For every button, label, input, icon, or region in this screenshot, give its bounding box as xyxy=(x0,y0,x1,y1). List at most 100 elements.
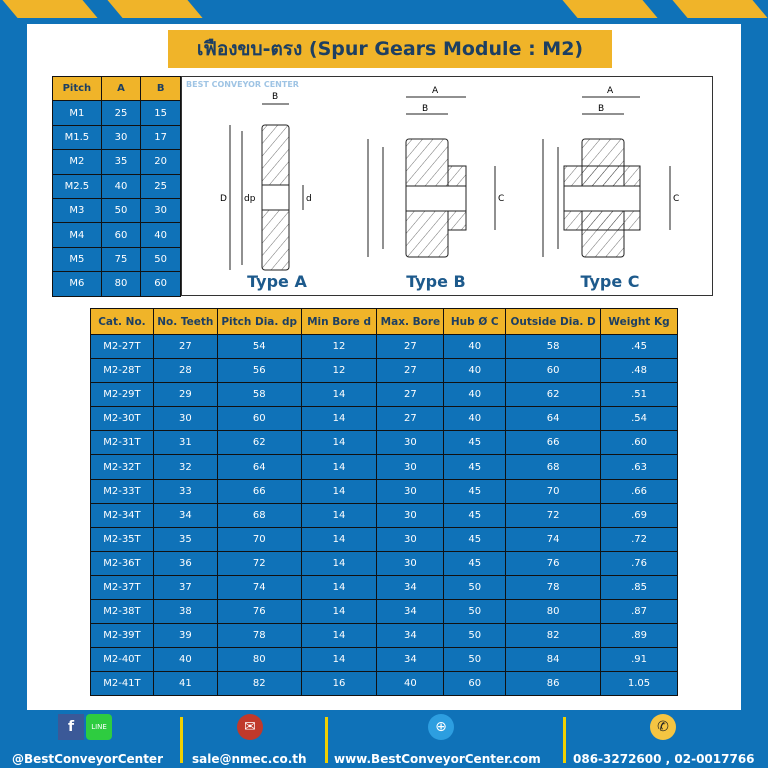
table-row: M2-34T 34 68 14 30 45 72.69 xyxy=(90,502,678,528)
table-cell: M2-38T xyxy=(90,599,154,625)
table-cell: 14 xyxy=(300,502,378,528)
table-cell: 62 xyxy=(216,430,302,456)
label-c: C xyxy=(673,194,679,204)
table-cell: 20 xyxy=(140,149,181,175)
table-cell: 45 xyxy=(443,478,507,504)
table-cell: M2-34T xyxy=(90,502,154,528)
table-row: M4 60 40 xyxy=(52,222,181,248)
divider xyxy=(563,717,566,763)
table-cell: M2-27T xyxy=(90,333,154,360)
table-cell: M2-29T xyxy=(90,382,154,408)
table-cell: 45 xyxy=(443,550,507,576)
table-row: M2-30T 30 60 14 27 40 64.54 xyxy=(90,406,678,432)
table-cell: 50 xyxy=(140,246,181,273)
email-link[interactable]: sale@nmec.co.th xyxy=(192,752,307,766)
decor-stripe xyxy=(672,0,768,18)
table-cell: 82 xyxy=(505,623,602,649)
watermark: BEST CONVEYOR CENTER xyxy=(186,80,299,89)
decor-stripe xyxy=(562,0,658,18)
table-cell: 14 xyxy=(300,526,378,552)
table-cell: 34 xyxy=(376,574,445,601)
table-cell: 15 xyxy=(140,100,181,126)
column-header: Cat. No. xyxy=(90,308,154,335)
table-row: M2-38T 38 76 14 34 50 80.87 xyxy=(90,599,678,625)
table-row: M1.5 30 17 xyxy=(52,124,181,151)
table-cell: 60 xyxy=(140,271,181,297)
gear-diagrams: BEST CONVEYOR CENTER B D dp d Type A A B… xyxy=(181,76,713,296)
table-cell: 60 xyxy=(505,358,602,384)
table-row: M5 75 50 xyxy=(52,246,181,273)
table-cell: 72 xyxy=(505,502,602,528)
table-cell: 62 xyxy=(505,382,602,408)
table-cell: .45 xyxy=(600,333,678,360)
table-cell: 14 xyxy=(300,599,378,625)
label-dp: dp xyxy=(244,194,256,204)
table-cell: 34 xyxy=(376,623,445,649)
table-cell: 12 xyxy=(300,333,378,360)
label-a: A xyxy=(607,86,614,96)
table-cell: M2.5 xyxy=(52,173,102,199)
label-b: B xyxy=(422,104,428,114)
table-cell: M2-30T xyxy=(90,406,154,432)
table-cell: 50 xyxy=(100,197,142,224)
table-cell: 74 xyxy=(216,574,302,601)
table-row: M1 25 15 xyxy=(52,100,181,126)
table-cell: 66 xyxy=(216,478,302,504)
table-cell: .89 xyxy=(600,623,678,649)
table-cell: .76 xyxy=(600,550,678,576)
table-cell: 27 xyxy=(376,382,445,408)
table-row: M2-40T 40 80 14 34 50 84.91 xyxy=(90,647,678,673)
table-cell: 58 xyxy=(216,382,302,408)
table-cell: 34 xyxy=(376,647,445,673)
table-cell: 14 xyxy=(300,647,378,673)
globe-icon[interactable]: ⊕ xyxy=(428,714,454,740)
phone-icon[interactable]: ✆ xyxy=(650,714,676,740)
table-cell: 16 xyxy=(300,671,378,697)
table-cell: M2-32T xyxy=(90,454,154,480)
table-cell: 14 xyxy=(300,623,378,649)
table-row: M2-35T 35 70 14 30 45 74.72 xyxy=(90,526,678,552)
table-cell: 25 xyxy=(140,173,181,199)
table-cell: 34 xyxy=(376,599,445,625)
table-cell: M2-31T xyxy=(90,430,154,456)
table-cell: 68 xyxy=(216,502,302,528)
table-row: M3 50 30 xyxy=(52,197,181,224)
table-cell: M2 xyxy=(52,149,102,175)
table-cell: .69 xyxy=(600,502,678,528)
table-cell: 28 xyxy=(152,358,218,384)
table-cell: 14 xyxy=(300,478,378,504)
table-cell: 74 xyxy=(505,526,602,552)
social-handle[interactable]: @BestConveyorCenter xyxy=(12,752,163,766)
facebook-icon[interactable]: f xyxy=(58,714,84,740)
table-cell: 40 xyxy=(376,671,445,697)
table-row: M2-31T 31 62 14 30 45 66.60 xyxy=(90,430,678,456)
table-cell: 14 xyxy=(300,454,378,480)
table-cell: .60 xyxy=(600,430,678,456)
column-header: Weight Kg xyxy=(600,308,678,335)
website-link[interactable]: www.BestConveyorCenter.com xyxy=(334,752,541,766)
table-row: M6 80 60 xyxy=(52,271,181,297)
table-cell: M1 xyxy=(52,100,102,126)
table-cell: .66 xyxy=(600,478,678,504)
table-cell: 17 xyxy=(140,124,181,151)
line-icon[interactable]: LINE xyxy=(86,714,112,740)
table-row: M2-29T 29 58 14 27 40 62.51 xyxy=(90,382,678,408)
email-icon[interactable]: ✉ xyxy=(237,714,263,740)
table-cell: M2-28T xyxy=(90,358,154,384)
divider xyxy=(180,717,183,763)
column-header: Pitch Dia. dp xyxy=(216,308,302,335)
table-cell: 40 xyxy=(152,647,218,673)
table-cell: 84 xyxy=(505,647,602,673)
table-cell: 80 xyxy=(100,271,142,297)
table-cell: 80 xyxy=(216,647,302,673)
table-cell: 45 xyxy=(443,526,507,552)
spec-table: Cat. No. No. Teeth Pitch Dia. dp Min Bore d… xyxy=(90,308,678,697)
table-cell: .72 xyxy=(600,526,678,552)
phone-numbers[interactable]: 086-3272600 , 02-0017766 xyxy=(573,752,755,766)
table-cell: 76 xyxy=(216,599,302,625)
table-cell: 60 xyxy=(443,671,507,697)
table-cell: 30 xyxy=(140,197,181,224)
table-cell: 38 xyxy=(152,599,218,625)
table-cell: 14 xyxy=(300,406,378,432)
table-cell: 78 xyxy=(505,574,602,601)
